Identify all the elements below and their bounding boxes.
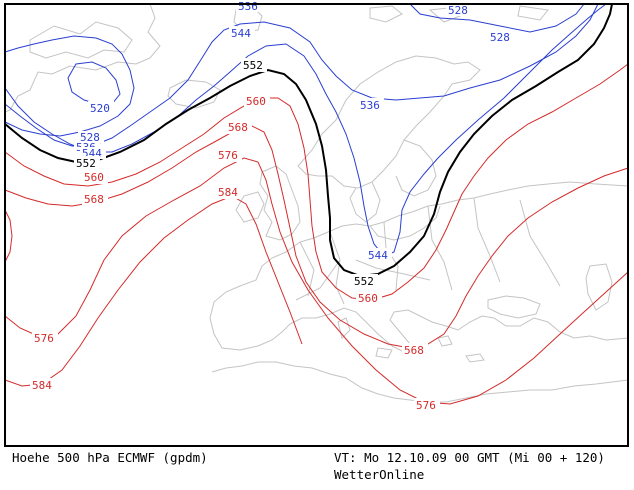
label-528-northeast: 528 [490, 31, 510, 44]
iceland-coast [167, 79, 221, 109]
label-576-north: 576 [218, 149, 238, 162]
caspian-coast [585, 263, 613, 311]
valid-time: VT: Mo 12.10.09 00 GMT (Mi 00 + 120) [334, 450, 605, 465]
source-credit: WetterOnline [334, 467, 425, 482]
isoline-568 [4, 125, 629, 349]
label-568-north: 568 [228, 121, 248, 134]
label-560-north: 560 [246, 95, 266, 108]
label-552-west: 552 [76, 157, 96, 170]
scandinavia-coast [297, 55, 481, 189]
label-536-scandinavia: 536 [360, 99, 380, 112]
baltic-coast [369, 205, 441, 241]
label-520: 520 [90, 102, 110, 115]
label-560-west: 560 [84, 171, 104, 184]
ireland-coast [235, 191, 265, 223]
label-544-north: 544 [231, 27, 251, 40]
label-552-north: 552 [243, 59, 263, 72]
islands-med [337, 317, 485, 363]
isoline-544 [4, 3, 607, 257]
greenland-coast [4, 3, 161, 113]
label-576-west: 576 [34, 332, 54, 345]
europe-mainland-coast [299, 181, 629, 243]
greenland-inner [29, 21, 133, 59]
label-552-center: 552 [354, 275, 374, 288]
isoline-584 [4, 195, 303, 387]
contour-labels: 536 528 528 544 552 520 536 560 528 536 … [30, 0, 514, 412]
great-britain-coast [259, 165, 301, 241]
map-frame-border [4, 3, 629, 447]
isoline-560 [4, 63, 629, 301]
coastlines [4, 3, 629, 403]
label-528-west: 528 [80, 131, 100, 144]
label-568-south: 568 [404, 344, 424, 357]
label-584-west: 584 [32, 379, 52, 392]
finland-coast [395, 139, 437, 197]
isoline-576 [4, 157, 629, 405]
north-africa-coast [211, 361, 629, 403]
france-iberia-coast [209, 241, 331, 351]
label-576-south: 576 [416, 399, 436, 412]
black-sea-coast [487, 295, 541, 319]
label-568-west: 568 [84, 193, 104, 206]
label-560-center: 560 [358, 292, 378, 305]
label-536-top: 536 [238, 0, 258, 13]
chart-title: Hoehe 500 hPa ECMWF (gpdm) [12, 450, 208, 465]
label-528-top: 528 [448, 4, 468, 17]
isoline-528-west [4, 35, 135, 137]
isoline-584-side [4, 209, 13, 263]
mediterranean-north-coast [329, 307, 629, 353]
sweden-coast [349, 181, 381, 223]
isoline-552 [4, 3, 613, 278]
label-544-center: 544 [368, 249, 388, 262]
map-background [5, 4, 628, 446]
isoline-528-northeast [409, 3, 585, 33]
label-584-center: 584 [218, 186, 238, 199]
